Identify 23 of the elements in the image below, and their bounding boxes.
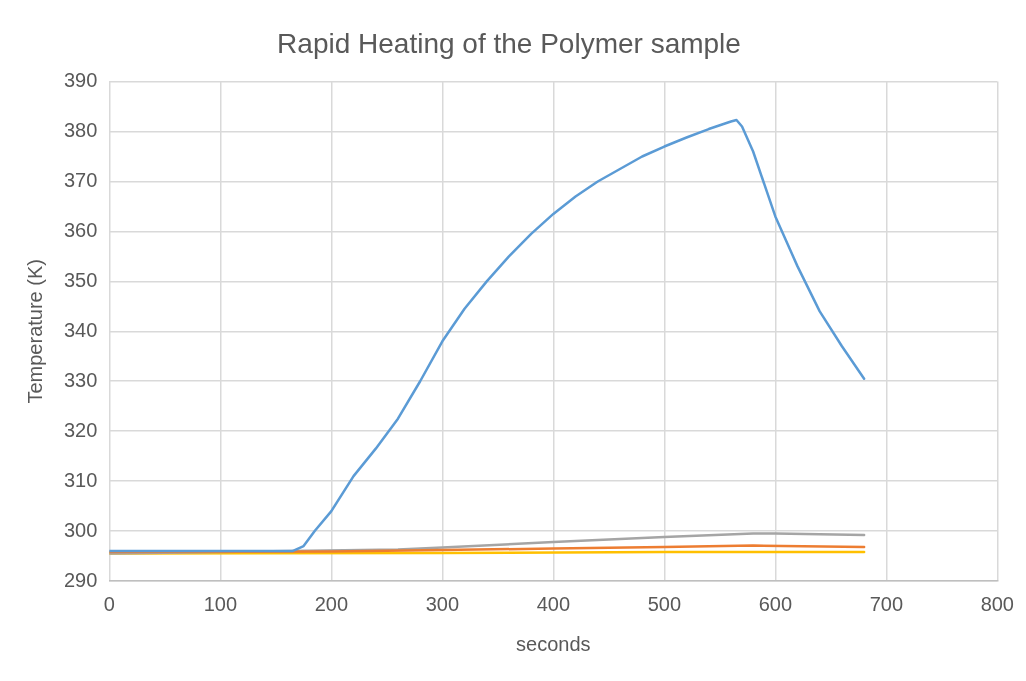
x-tick-label: 400 xyxy=(536,592,571,615)
y-tick-label: 330 xyxy=(63,368,98,391)
x-tick-label: 700 xyxy=(869,592,904,615)
y-tick-label: 350 xyxy=(63,268,98,291)
y-tick-label: 390 xyxy=(63,69,98,92)
y-tick-label: 320 xyxy=(63,418,98,441)
y-tick-label: 340 xyxy=(63,318,98,341)
y-tick-label: 290 xyxy=(63,568,98,591)
y-tick-label: 310 xyxy=(63,468,98,491)
y-tick-label: 380 xyxy=(63,119,98,142)
x-tick-label: 100 xyxy=(203,592,238,615)
x-tick-label: 200 xyxy=(314,592,349,615)
x-axis-title: seconds xyxy=(516,632,591,655)
x-tick-label: 0 xyxy=(103,592,115,615)
x-tick-label: 300 xyxy=(425,592,460,615)
chart-title: Rapid Heating of the Polymer sample xyxy=(277,27,741,59)
x-tick-label: 500 xyxy=(647,592,682,615)
y-tick-label: 360 xyxy=(63,218,98,241)
y-tick-label: 370 xyxy=(63,169,98,191)
y-axis-title: Temperature (K) xyxy=(23,259,46,404)
x-tick-label: 600 xyxy=(758,592,793,615)
y-tick-label: 300 xyxy=(63,518,98,541)
x-tick-label: 800 xyxy=(980,592,1014,615)
